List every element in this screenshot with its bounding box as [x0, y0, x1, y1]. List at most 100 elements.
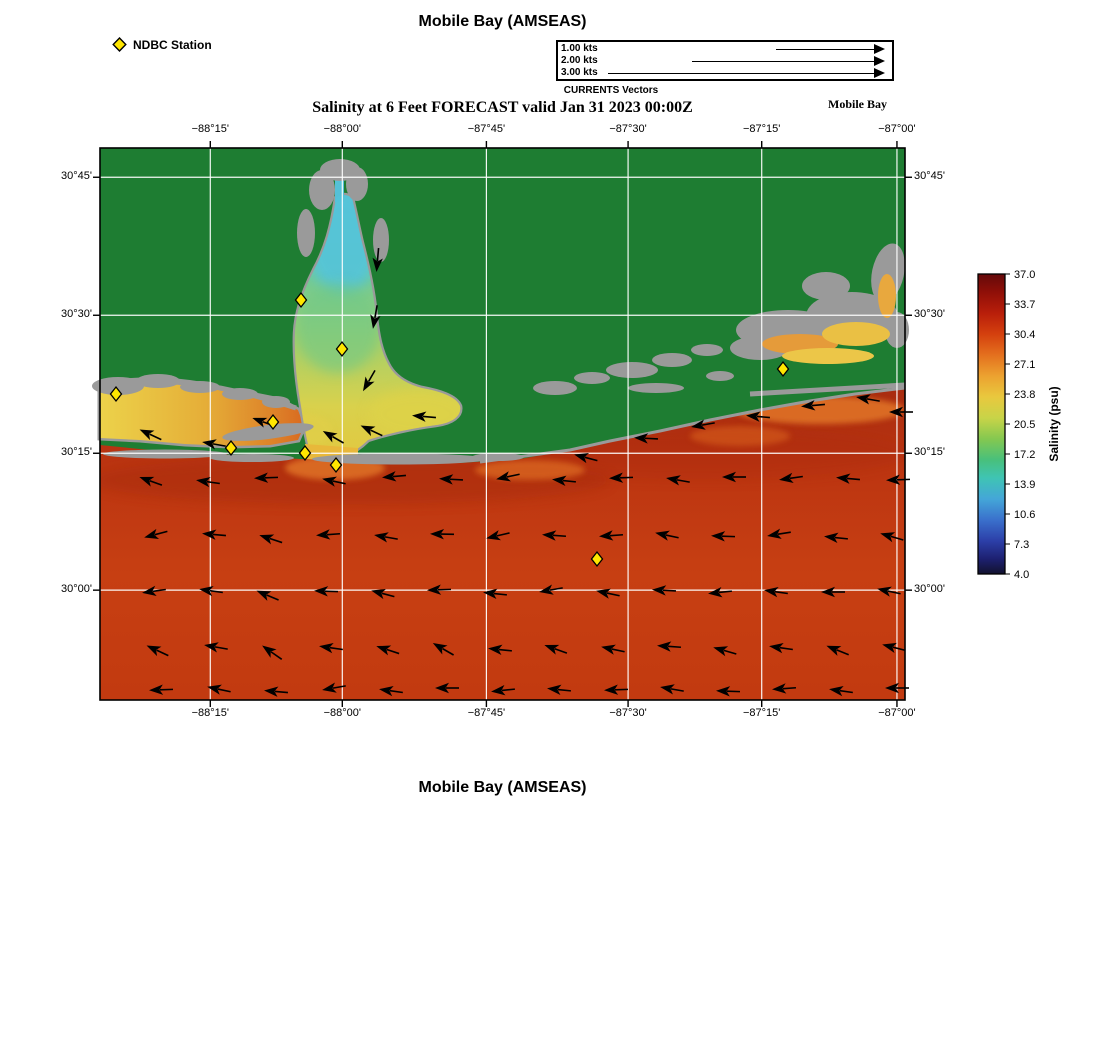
x-axis-label-top: −87°45'	[467, 123, 506, 135]
ndbc-station-marker	[109, 385, 123, 403]
colorbar-tick-label: 13.9	[1014, 479, 1035, 491]
west-marsh	[92, 374, 290, 408]
ndbc-legend-label: NDBC Station	[133, 37, 212, 52]
map-plot	[92, 141, 913, 707]
colorbar-tick-label: 10.6	[1014, 509, 1035, 521]
x-axis-label-bottom: −88°00'	[323, 707, 361, 719]
current-arrow	[314, 586, 339, 597]
map-border	[99, 147, 906, 701]
current-arrow	[370, 305, 381, 329]
current-arrow	[769, 642, 793, 654]
current-arrow	[371, 589, 395, 600]
current-speed-label: 3.00 kts	[561, 67, 598, 78]
current-arrow	[322, 682, 346, 693]
current-arrow	[488, 644, 512, 656]
forecast-subtitle: Salinity at 6 Feet FORECAST valid Jan 31…	[312, 99, 693, 116]
current-speed-label: 1.00 kts	[561, 43, 598, 54]
current-arrow	[829, 685, 853, 697]
current-arrow	[435, 682, 459, 694]
y-axis-label-right: 30°30'	[914, 308, 945, 321]
current-arrow	[886, 474, 911, 485]
current-speed-label: 2.00 kts	[561, 55, 598, 66]
current-arrow	[821, 586, 845, 598]
current-arrow	[779, 472, 803, 484]
region-label: Mobile Bay	[828, 97, 887, 111]
colorbar: 37.0 33.7 30.4 27.1 23.8 20.5 17.2 13.9 10.6 7.3 4…	[977, 269, 1035, 581]
current-arrow	[316, 529, 341, 540]
current-arrow	[882, 642, 906, 653]
y-axis-label-left: 30°15'	[61, 446, 92, 459]
current-arrow	[139, 429, 162, 441]
current-arrow	[539, 584, 563, 595]
current-arrow	[372, 247, 383, 272]
axis-ticks-layer	[93, 141, 912, 707]
footer-caption: Mobile Bay (AMSEAS)	[418, 779, 587, 796]
east-coast	[479, 386, 906, 464]
stations-layer	[109, 291, 790, 568]
current-arrow	[360, 425, 383, 437]
current-arrow	[836, 473, 861, 484]
ndbc-station-marker	[776, 360, 790, 378]
colorbar-tick-label: 20.5	[1014, 419, 1035, 431]
current-arrow	[142, 585, 166, 597]
current-arrow	[596, 588, 620, 599]
y-axis-label-right: 30°45'	[914, 170, 945, 183]
current-arrow	[544, 644, 568, 655]
x-axis-label-top: −87°15'	[743, 123, 781, 135]
colorbar-tick-label: 4.0	[1014, 569, 1029, 581]
current-arrow	[322, 431, 344, 444]
current-arrow	[376, 645, 400, 656]
current-arrow	[427, 584, 452, 595]
colorbar-gradient	[977, 273, 1006, 575]
current-arrow	[609, 472, 634, 483]
current-speed-line	[608, 73, 876, 74]
current-arrow	[491, 684, 515, 696]
current-arrow	[439, 474, 464, 485]
current-arrow	[264, 686, 289, 697]
current-speed-line	[776, 49, 876, 50]
current-arrow	[412, 411, 437, 422]
colorbar-title: Salinity (psu)	[1047, 386, 1061, 462]
current-arrow	[144, 528, 168, 539]
y-axis-label-right: 30°15'	[914, 446, 945, 459]
current-arrow	[207, 684, 231, 695]
arrowhead-icon	[874, 68, 885, 78]
colorbar-tick-label: 33.7	[1014, 299, 1035, 311]
ndbc-station-marker	[266, 413, 280, 431]
current-arrow	[542, 530, 567, 541]
current-arrow	[711, 531, 736, 542]
current-arrow	[139, 476, 163, 487]
delta-land	[297, 159, 389, 262]
current-arrow	[552, 475, 576, 487]
current-arrow	[204, 642, 228, 653]
current-arrow	[483, 588, 507, 600]
current-arrow	[202, 439, 226, 450]
current-arrow	[547, 684, 571, 696]
arrowhead-icon	[874, 44, 885, 54]
current-arrow	[322, 476, 346, 487]
current-arrow	[691, 419, 715, 430]
current-arrow	[363, 370, 376, 392]
current-arrow	[601, 644, 625, 655]
current-arrow	[262, 645, 283, 660]
current-speed-row: 2.00 kts	[558, 55, 892, 67]
colorbar-tick-label: 30.4	[1014, 329, 1035, 341]
current-arrow	[657, 641, 682, 652]
ndbc-station-marker	[298, 444, 312, 462]
x-axis-label-bottom: −87°30'	[609, 707, 647, 719]
ndbc-station-marker	[224, 439, 238, 457]
current-arrow	[889, 406, 913, 418]
current-arrow	[149, 684, 174, 695]
y-axis-label-left: 30°00'	[61, 583, 92, 596]
current-arrow	[259, 534, 283, 545]
current-arrow	[716, 686, 741, 697]
current-arrow	[877, 586, 901, 597]
current-arrow	[801, 400, 826, 411]
current-arrow	[880, 532, 904, 543]
current-arrow	[432, 643, 454, 656]
colorbar-tick-label: 7.3	[1014, 539, 1029, 551]
current-arrow	[708, 586, 732, 598]
colorbar-tick-label: 27.1	[1014, 359, 1035, 371]
current-arrow	[652, 585, 677, 596]
current-arrow	[746, 411, 771, 422]
